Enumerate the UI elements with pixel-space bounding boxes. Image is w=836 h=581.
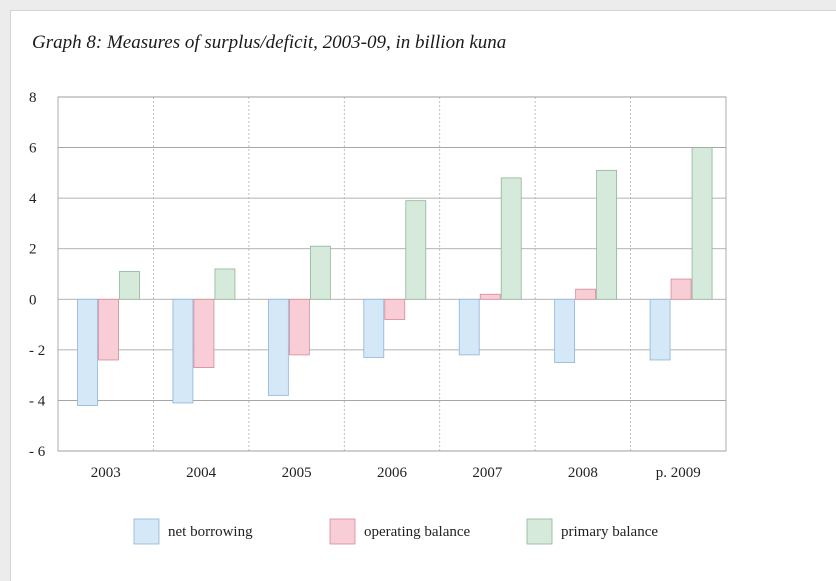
bar-primary-balance-2003 [119,271,140,300]
legend-label-operating-balance: operating balance [364,524,471,540]
y-tick-label: 4 [29,191,37,207]
legend-label-primary-balance: primary balance [561,524,658,540]
x-tick-label: 2007 [472,465,503,481]
legend-swatch-net-borrowing [133,518,160,545]
bar-net-borrowing-2005 [267,298,289,396]
bar-operating-balance-2006 [384,298,406,320]
y-tick-label: 0 [29,292,37,308]
bar-operating-balance-2004 [193,298,215,368]
bar-net-borrowing-2008 [554,298,576,363]
bar-net-borrowing-2007 [458,298,480,356]
x-tick-label: 2004 [186,465,217,481]
y-tick-label: - 6 [29,444,46,460]
bar-operating-balance-2003 [98,298,119,361]
x-tick-label: p. 2009 [656,465,701,481]
bars [77,147,713,406]
grid-lines [57,96,727,452]
legend-swatch-operating-balance [329,518,356,545]
chart-title: Graph 8: Measures of surplus/deficit, 20… [32,32,507,53]
bar-primary-balance-2007 [500,177,522,300]
bar-operating-balance-2008 [575,288,597,300]
plot-frame [57,96,727,452]
legend-swatch-primary-balance [526,518,553,545]
legend-label-net-borrowing: net borrowing [168,524,253,540]
bar-primary-balance-2005 [309,245,331,300]
x-tick-label: 2003 [91,465,121,481]
bar-primary-balance-2006 [405,200,427,300]
y-tick-label: 6 [29,141,37,157]
y-axis-ticks: 8 6 4 2 0 - 2 - 4 - 6 [29,90,46,460]
y-tick-label: - 4 [29,393,46,409]
bar-primary-balance-p2009 [691,147,713,300]
bar-net-borrowing-p2009 [649,298,671,361]
bar-primary-balance-2008 [596,169,618,300]
bar-net-borrowing-2003 [77,298,98,406]
bar-operating-balance-2007 [479,293,501,300]
bar-operating-balance-2005 [288,298,310,356]
bar-net-borrowing-2004 [172,298,194,404]
x-tick-label: 2005 [282,465,312,481]
bar-net-borrowing-2006 [363,298,385,358]
x-axis-ticks: 2003 2004 2005 2006 2007 2008 p. 2009 [91,465,701,481]
y-tick-label: 2 [29,242,37,258]
x-tick-label: 2008 [568,465,598,481]
bar-primary-balance-2004 [214,268,236,300]
legend: net borrowing operating balance primary ba… [133,518,658,545]
y-tick-label: - 2 [29,343,45,359]
x-tick-label: 2006 [377,465,408,481]
bar-operating-balance-p2009 [670,278,692,300]
y-tick-label: 8 [29,90,37,106]
